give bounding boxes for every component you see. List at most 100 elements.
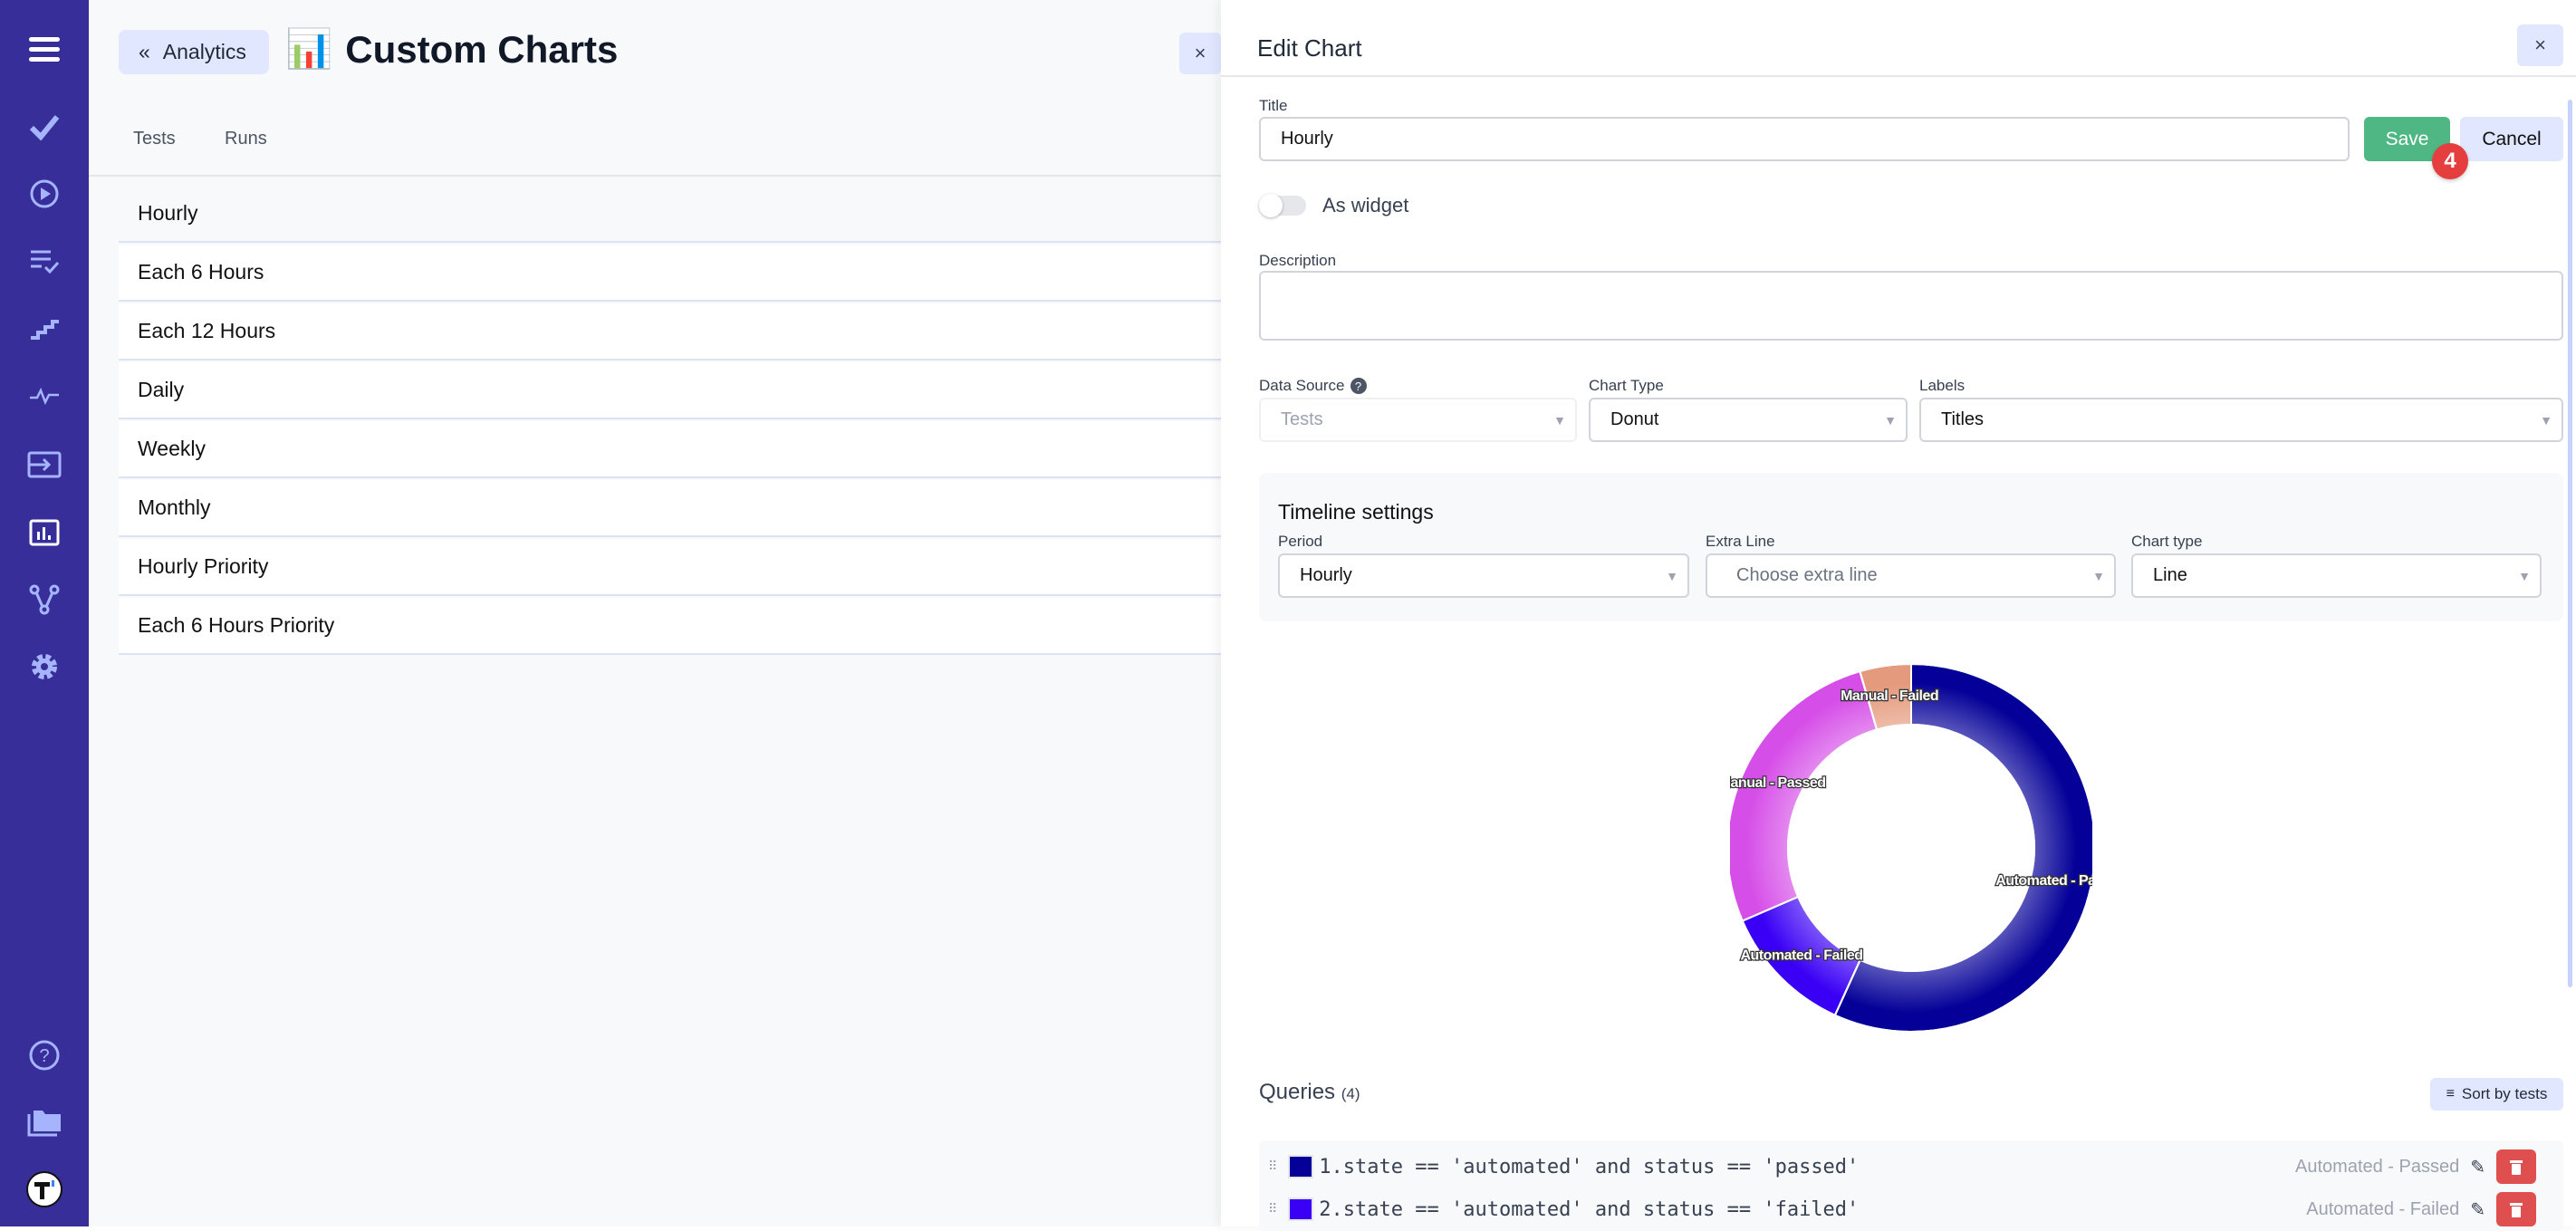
timeline-chart-type-select[interactable]: Line ▼ [2131,553,2542,598]
donut-slice[interactable] [1730,669,1879,922]
back-label: Analytics [162,40,246,63]
chart-list-item[interactable]: Each 6 Hours Priority [119,598,1221,655]
svg-text:?: ? [39,1046,49,1066]
back-to-analytics-button[interactable]: « Analytics [119,30,269,74]
timeline-chart-type-label: Chart type [2131,533,2203,550]
divider [89,175,1221,177]
help-icon[interactable]: ? [23,1034,66,1077]
step-badge: 4 [2432,143,2468,179]
timeline-settings: Timeline settings Period Hourly ▼ Extra L… [1259,473,2563,621]
page-title-text: Custom Charts [345,27,619,71]
double-chevron-left-icon: « [139,40,150,63]
description-label: Description [1259,252,1337,269]
chevron-down-icon: ▼ [2518,568,2531,583]
chart-list-item[interactable]: Weekly [119,421,1221,478]
query-label: Automated - Passed [2295,1156,2460,1177]
extra-line-label: Extra Line [1706,533,1775,550]
delete-query-button[interactable] [2496,1192,2536,1226]
play-circle-icon[interactable] [23,172,66,216]
gear-icon[interactable] [23,645,66,688]
query-color-swatch[interactable] [1288,1197,1314,1221]
period-value: Hourly [1300,565,1352,585]
chevron-down-icon: ▼ [1553,412,1566,428]
queries-count: (4) [1341,1085,1360,1102]
query-text[interactable]: 2.state == 'automated' and status == 'fa… [1319,1197,1860,1221]
charts-list-panel: « Analytics 📊 Custom Charts × Tests Runs… [89,0,1221,1226]
close-editor-button[interactable]: × [2517,24,2563,66]
timeline-heading: Timeline settings [1278,500,1434,524]
steps-icon[interactable] [23,307,66,351]
data-source-select[interactable]: Tests ▼ [1259,398,1577,442]
sort-by-tests-button[interactable]: ≡ Sort by tests [2430,1078,2563,1111]
save-button[interactable]: Save [2364,117,2450,161]
chart-type-label: Chart Type [1589,377,1664,394]
chart-list-item[interactable]: Each 6 Hours [119,245,1221,302]
title-label: Title [1259,97,1288,114]
query-color-swatch[interactable] [1288,1155,1314,1178]
as-widget-label: As widget [1322,194,1409,216]
header-divider [1221,75,2576,77]
help-icon[interactable]: ? [1350,378,1367,394]
scrollbar[interactable] [2568,100,2572,987]
chart-list-item[interactable]: Hourly Priority [119,539,1221,596]
close-panel-button[interactable]: × [1179,33,1221,74]
chevron-down-icon: ▼ [2092,568,2105,583]
query-text[interactable]: 1.state == 'automated' and status == 'pa… [1319,1155,1860,1178]
checklist-icon[interactable] [23,239,66,283]
menu-icon[interactable] [23,27,66,71]
queries-heading-text: Queries [1259,1080,1336,1104]
donut-slice-label: Automated - Failed [1741,948,1863,964]
labels-select[interactable]: Titles ▼ [1919,398,2563,442]
extra-line-select[interactable]: Choose extra line ▼ [1706,553,2116,598]
as-widget-toggle[interactable] [1259,194,1306,217]
queries-list [1259,1140,2563,1231]
page-title: 📊 Custom Charts [285,27,618,72]
close-icon: × [1194,42,1206,64]
query-row: ⠿ 1.state == 'automated' and status == '… [1259,1146,2543,1188]
logo-icon[interactable] [23,1168,66,1211]
tab-tests[interactable]: Tests [133,129,176,149]
branch-icon[interactable] [23,578,66,621]
drag-handle-icon[interactable]: ⠿ [1268,1159,1278,1174]
period-label: Period [1278,533,1323,550]
chevron-down-icon: ▼ [1884,412,1897,428]
donut-slice-label: Manual - Passed [1730,775,1826,791]
import-icon[interactable] [23,443,66,486]
edit-chart-panel: Edit Chart × Title Hourly Save Cancel 4 … [1221,0,2576,1231]
drag-handle-icon[interactable]: ⠿ [1268,1202,1278,1217]
chart-list-item[interactable]: Each 12 Hours [119,303,1221,361]
data-source-label: Data Source? [1259,377,1367,395]
bar-chart-icon: 📊 [285,27,333,70]
cancel-button[interactable]: Cancel [2460,117,2563,161]
folders-icon[interactable] [23,1101,66,1144]
data-source-label-text: Data Source [1259,377,1345,394]
check-icon[interactable] [23,105,66,149]
sort-icon: ≡ [2446,1086,2455,1101]
chart-list-item[interactable]: Hourly [119,186,1221,243]
pencil-icon[interactable]: ✎ [2470,1199,2485,1220]
queries-heading: Queries (4) [1259,1080,1360,1105]
sidebar: ? [0,0,89,1226]
chevron-down-icon: ▼ [2540,412,2552,428]
delete-query-button[interactable] [2496,1149,2536,1184]
trash-icon [2510,1203,2523,1217]
chart-type-value: Donut [1610,409,1659,429]
pulse-icon[interactable] [23,374,66,418]
chart-list-item[interactable]: Daily [119,362,1221,419]
donut-slice-label: Manual - Failed [1841,688,1938,704]
title-input[interactable]: Hourly [1259,117,2350,161]
description-textarea[interactable] [1259,271,2563,341]
query-row: ⠿ 2.state == 'automated' and status == '… [1259,1188,2543,1230]
chart-type-select[interactable]: Donut ▼ [1589,398,1908,442]
data-source-value: Tests [1281,409,1323,429]
period-select[interactable]: Hourly ▼ [1278,553,1689,598]
labels-label: Labels [1919,377,1966,394]
chart-list-item[interactable]: Monthly [119,480,1221,537]
chevron-down-icon: ▼ [1666,568,1678,583]
tab-runs[interactable]: Runs [225,129,267,149]
close-icon: × [2534,34,2546,56]
panel-heading: Edit Chart [1257,34,1362,62]
sort-label: Sort by tests [2461,1085,2548,1102]
pencil-icon[interactable]: ✎ [2470,1157,2485,1178]
analytics-icon[interactable] [23,511,66,554]
